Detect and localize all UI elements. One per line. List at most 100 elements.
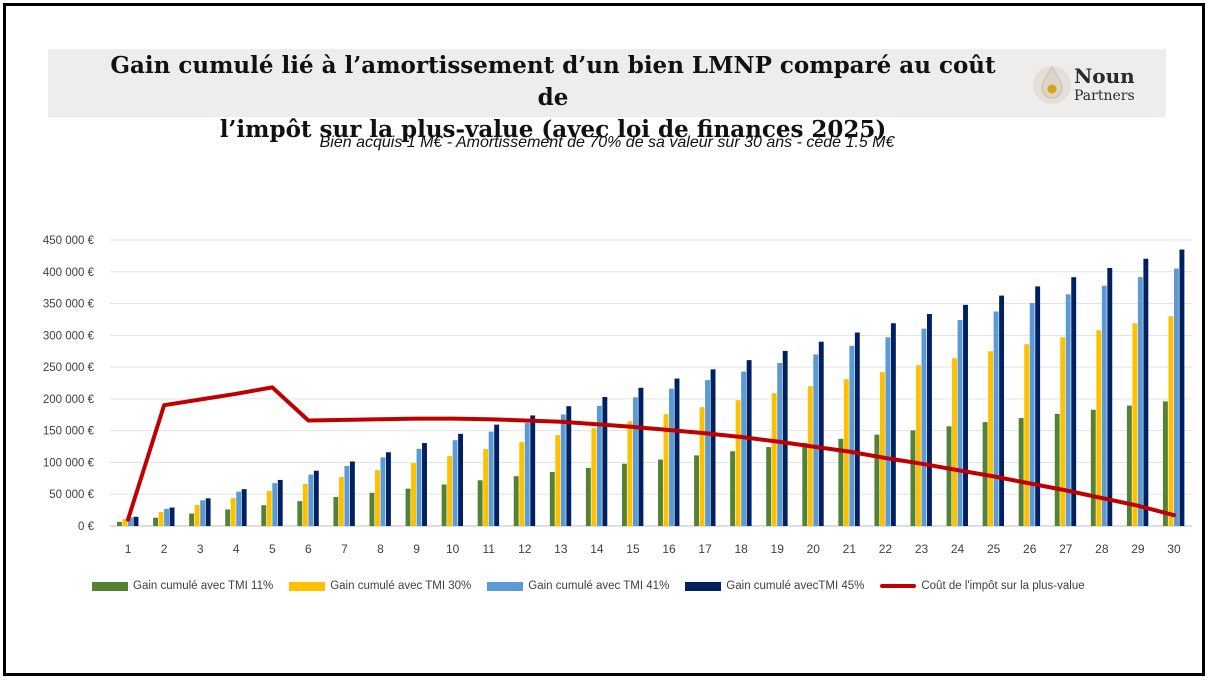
bar	[477, 480, 483, 526]
bar	[813, 354, 819, 526]
x-tick-label: 25	[987, 542, 1001, 556]
bar	[277, 479, 283, 526]
bar	[1060, 337, 1066, 526]
legend-label: Gain cumulé avec TMI 11%	[133, 580, 274, 592]
x-tick-label: 7	[341, 542, 348, 556]
y-tick-label: 400 000 €	[43, 267, 95, 279]
bar	[189, 513, 195, 526]
legend-swatch	[92, 581, 128, 591]
bar	[380, 457, 386, 526]
bar	[555, 435, 561, 526]
bar	[549, 471, 555, 526]
legend-item: Gain cumulé avecTMI 45%	[685, 580, 864, 592]
bar	[838, 438, 844, 526]
series-line	[126, 385, 1176, 522]
x-tick-label: 20	[807, 542, 821, 556]
logo-text-partners: Partners	[1074, 88, 1135, 104]
chart-title: Gain cumulé lié à l’amortissement d’un b…	[108, 50, 998, 146]
bar	[710, 369, 716, 526]
bar	[602, 396, 608, 526]
bar	[1071, 277, 1077, 526]
bar	[746, 360, 752, 526]
bar	[128, 517, 133, 526]
title-band: Gain cumulé lié à l’amortissement d’un b…	[48, 49, 1166, 143]
bar	[194, 505, 200, 526]
bar	[993, 311, 999, 526]
bar	[999, 295, 1005, 526]
bar	[952, 358, 957, 526]
bar	[1035, 286, 1041, 526]
bar	[741, 371, 747, 526]
x-tick-label: 29	[1131, 542, 1145, 556]
y-tick-label: 100 000 €	[43, 457, 95, 469]
bar	[1090, 409, 1096, 526]
bar	[988, 351, 994, 526]
x-tick-label: 14	[590, 542, 604, 556]
bar	[169, 507, 175, 526]
x-tick-label: 8	[377, 542, 384, 556]
bar	[524, 423, 530, 526]
x-tick-label: 5	[269, 542, 276, 556]
title-line-2: l’impôt sur la plus-value (avec loi de f…	[219, 116, 887, 143]
bar	[411, 463, 416, 526]
bar	[200, 500, 206, 526]
y-tick-label: 200 000 €	[43, 394, 95, 406]
x-tick-label: 6	[305, 542, 312, 556]
bar	[1162, 401, 1168, 526]
bar	[1107, 267, 1113, 526]
x-tick-label: 19	[771, 542, 785, 556]
bar	[890, 323, 896, 526]
chart-subtitle: Bien acquis 1 M€ - Amortissement de 70% …	[319, 134, 895, 151]
bar	[1096, 330, 1102, 526]
y-tick-label: 300 000 €	[43, 330, 95, 342]
x-tick-label: 30	[1167, 542, 1181, 556]
x-tick-label: 22	[879, 542, 893, 556]
bar	[158, 512, 164, 526]
bar	[1029, 302, 1035, 526]
bar	[416, 448, 422, 526]
x-tick-label: 2	[161, 542, 168, 556]
bar	[658, 459, 663, 526]
x-tick-label: 10	[446, 542, 460, 556]
y-tick-label: 350 000 €	[43, 299, 95, 311]
bar	[488, 431, 494, 526]
bar	[458, 433, 464, 526]
bar	[441, 484, 447, 526]
bar	[302, 484, 308, 526]
bar	[272, 483, 278, 526]
legend-item: Coût de l'impôt sur la plus-value	[880, 580, 1085, 592]
bar	[916, 365, 921, 526]
legend-swatch	[289, 581, 326, 591]
bar	[1179, 249, 1185, 527]
bar	[530, 415, 536, 526]
bar	[1143, 258, 1149, 526]
bar	[777, 362, 783, 526]
bar	[730, 451, 736, 526]
bar	[452, 440, 458, 526]
bar	[1065, 294, 1071, 526]
bar	[674, 378, 680, 526]
bar	[638, 387, 644, 526]
x-tick-label: 15	[626, 542, 640, 556]
bar	[802, 442, 808, 526]
bar	[818, 341, 824, 526]
x-tick-label: 27	[1059, 542, 1073, 556]
bar	[225, 509, 231, 526]
title-line-1: Gain cumulé lié à l’amortissement d’un b…	[110, 52, 996, 111]
x-tick-label: 4	[233, 542, 240, 556]
x-tick-label: 11	[482, 542, 495, 556]
chart-plot: 0 €50 000 €100 000 €150 000 €200 000 €25…	[43, 235, 1192, 556]
bar	[585, 467, 591, 526]
bar	[632, 397, 638, 526]
bar	[621, 463, 627, 526]
bar	[1126, 405, 1132, 526]
bar	[422, 443, 427, 526]
bar	[338, 477, 344, 526]
bar	[807, 386, 813, 526]
legend-swatch	[685, 581, 722, 591]
bar	[344, 465, 350, 526]
x-tick-label: 12	[518, 542, 532, 556]
x-tick-label: 28	[1095, 542, 1109, 556]
bar	[849, 345, 855, 526]
bar	[927, 314, 932, 526]
